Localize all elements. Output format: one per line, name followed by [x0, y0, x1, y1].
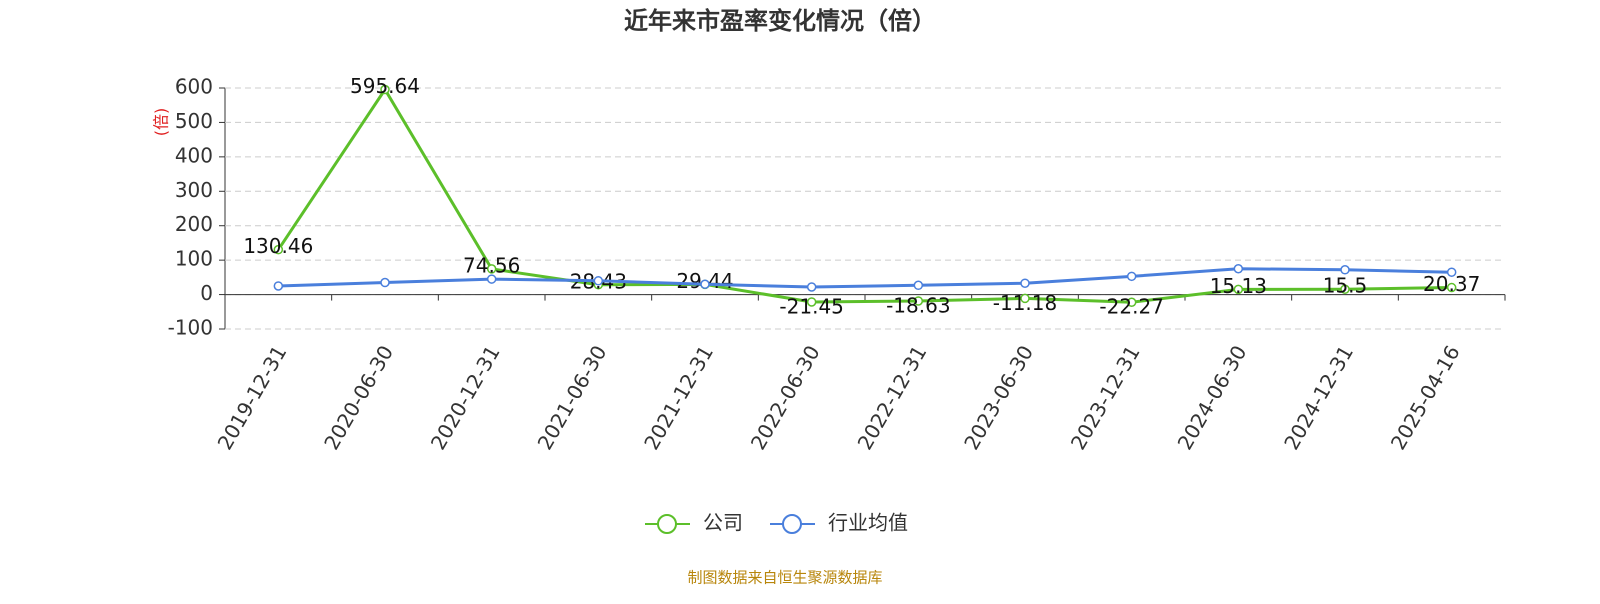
data-label: 15.5 [1323, 274, 1368, 298]
data-label: 15.13 [1210, 274, 1267, 298]
point [1233, 264, 1244, 274]
x-tick-label: 2021-06-30 [533, 341, 612, 454]
data-label: -22.27 [1099, 295, 1163, 319]
x-tick-label: 2022-12-31 [853, 341, 932, 454]
data-label: -11.18 [993, 291, 1057, 315]
point [1020, 278, 1030, 288]
x-tick-label: 2020-12-31 [426, 341, 505, 454]
point [273, 244, 284, 255]
data-label: -18.63 [886, 293, 950, 317]
x-tick-label: 2023-12-31 [1066, 341, 1145, 454]
y-tick-label: 600 [175, 75, 213, 99]
point [1446, 282, 1457, 293]
y-tick-label: 200 [175, 212, 213, 236]
x-tick-label: 2022-06-30 [746, 341, 825, 454]
x-tick-label: 2024-06-30 [1173, 341, 1252, 454]
point [700, 279, 710, 289]
series-line [277, 86, 1452, 304]
point [913, 280, 924, 291]
x-tick-label: 2024-12-31 [1279, 341, 1358, 454]
x-tick-label: 2023-06-30 [959, 341, 1038, 454]
x-tick-label: 2019-12-31 [213, 341, 292, 454]
y-tick-label: 400 [175, 143, 213, 167]
y-tick-label: 100 [175, 247, 213, 271]
point [1340, 284, 1350, 294]
x-tick-label: 2020-06-30 [319, 341, 398, 454]
point [1446, 267, 1457, 277]
y-tick-label: 0 [200, 281, 213, 305]
legend-label: 公司 [703, 511, 743, 535]
data-label: 130.46 [243, 234, 313, 258]
y-axis-label: (倍) [152, 108, 171, 137]
point [380, 84, 390, 95]
legend-marker [782, 514, 802, 534]
point [486, 274, 497, 284]
point [806, 282, 817, 292]
x-tick-label: 2021-12-31 [639, 341, 718, 454]
point [1020, 293, 1030, 304]
legend-marker [657, 514, 677, 534]
chart-title: 近年来市盈率变化情况（倍） [624, 7, 936, 35]
point [913, 296, 924, 306]
point [1126, 271, 1137, 282]
point [486, 264, 497, 274]
series-line [278, 267, 1452, 289]
point [593, 276, 604, 286]
data-label: 74.56 [463, 253, 520, 277]
point [1126, 297, 1137, 307]
data-label: 595.64 [350, 74, 420, 98]
point [806, 297, 817, 307]
y-tick-label: 500 [175, 109, 213, 133]
point [1233, 284, 1244, 295]
x-tick-label: 2025-04-16 [1386, 341, 1465, 454]
legend-label: 行业均值 [828, 511, 908, 535]
data-label: -21.45 [779, 294, 843, 318]
source-note: 制图数据来自恒生聚源数据库 [687, 569, 882, 587]
point [273, 281, 284, 291]
y-tick-label: 300 [175, 178, 213, 202]
point [1340, 265, 1350, 275]
y-tick-label: -100 [168, 316, 213, 340]
point [380, 277, 390, 288]
